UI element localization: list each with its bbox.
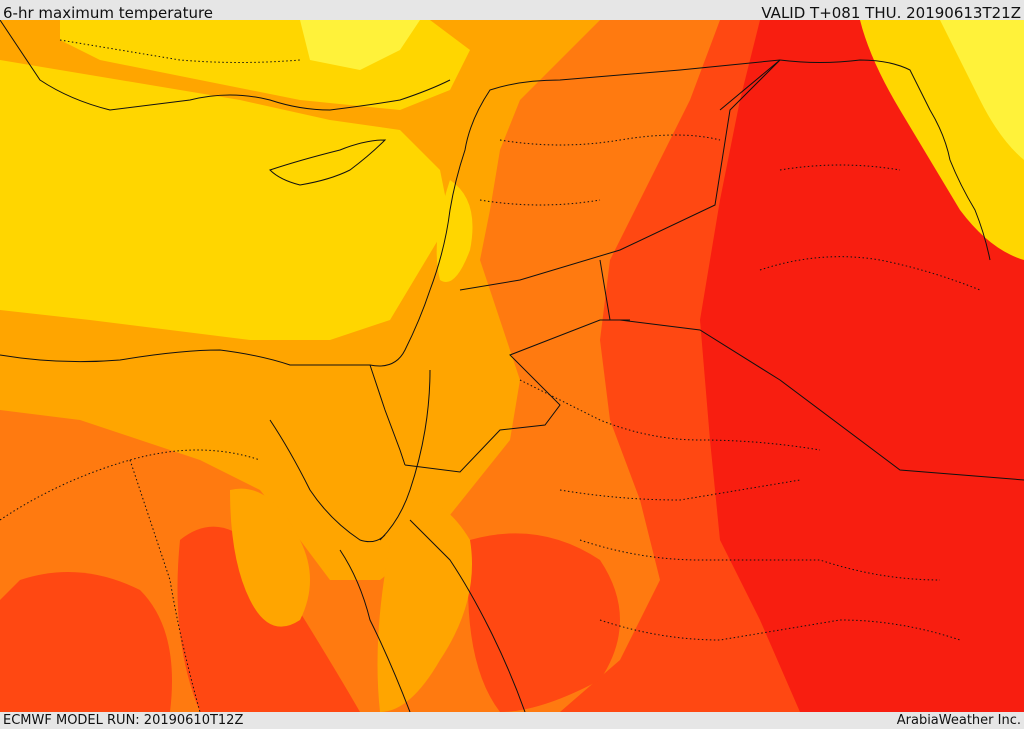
map-footer: ECMWF MODEL RUN: 20190610T12Z ArabiaWeat… [0,712,1024,729]
valid-time: VALID T+081 THU. 20190613T21Z [761,4,1021,22]
band-coolest [300,20,420,70]
credit: ArabiaWeather Inc. [896,713,1021,728]
band-mild-nile [230,488,310,627]
temperature-map [0,20,1024,712]
band-hot-egypt [0,572,172,712]
band-coolest-ne [940,20,1024,160]
regional-boundaries [0,39,981,712]
model-run: ECMWF MODEL RUN: 20190610T12Z [3,713,244,728]
temperature-map-canvas [0,20,1024,712]
coastlines [0,20,991,712]
map-header: 6-hr maximum temperature VALID T+081 THU… [0,0,1024,22]
band-cool [0,60,450,340]
band-mild-arabia [377,498,472,712]
national-borders [369,59,1024,481]
band-cool-lebanon [436,180,473,282]
map-title: 6-hr maximum temperature [3,4,214,22]
band-hot-saudi [468,533,620,712]
